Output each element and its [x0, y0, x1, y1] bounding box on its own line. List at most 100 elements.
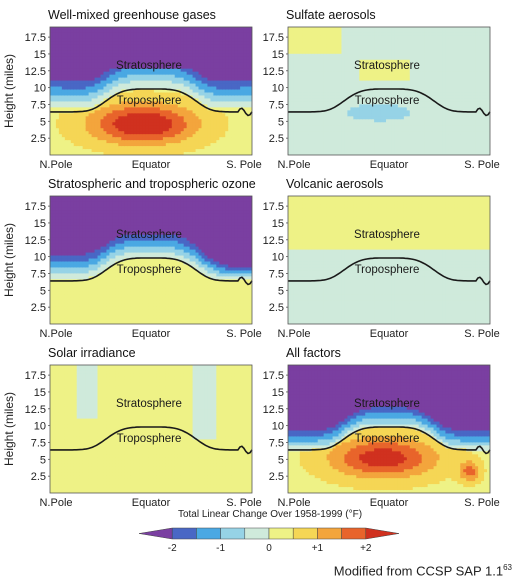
heatmap-cell — [228, 77, 232, 82]
heatmap-cell — [249, 125, 252, 129]
heatmap-cell — [97, 122, 102, 126]
heatmap-cell — [323, 44, 328, 49]
heatmap-cell — [344, 113, 349, 117]
heatmap-cell — [397, 113, 402, 117]
heatmap-cell — [106, 44, 111, 49]
heatmap-cell — [213, 116, 217, 120]
heatmap-cell — [403, 77, 408, 82]
heatmap-cell — [243, 101, 247, 105]
heatmap-cell — [61, 68, 66, 73]
heatmap-cell — [177, 128, 182, 132]
heatmap-cell — [234, 98, 238, 103]
heatmap-cell — [133, 119, 137, 123]
heatmap-cell — [326, 41, 331, 46]
heatmap-cell — [58, 35, 63, 40]
heatmap-cell — [222, 104, 226, 108]
heatmap-cell — [118, 122, 122, 126]
heatmap-cell — [400, 56, 405, 61]
heatmap-cell — [142, 59, 146, 64]
heatmap-cell — [418, 95, 423, 100]
heatmap-cell — [127, 107, 131, 111]
heatmap-cell — [204, 29, 209, 34]
heatmap-cell — [109, 119, 113, 123]
heatmap-cell — [198, 53, 203, 58]
heatmap-cell — [356, 59, 360, 64]
heatmap-cell — [350, 68, 354, 73]
heatmap-cell — [159, 131, 164, 135]
heatmap-cell — [380, 101, 384, 105]
heatmap-cell — [106, 32, 111, 37]
heatmap-cell — [115, 68, 119, 73]
heatmap-cell — [400, 143, 405, 147]
heatmap-cell — [201, 134, 206, 138]
heatmap-cell — [168, 50, 173, 55]
heatmap-cell — [359, 80, 363, 85]
heatmap-cell — [222, 59, 226, 64]
heatmap-cell — [216, 56, 220, 61]
heatmap-cell — [70, 140, 75, 144]
heatmap-cell — [210, 74, 214, 79]
heatmap-cell — [204, 113, 209, 117]
heatmap-cell — [148, 146, 152, 150]
heatmap-cell — [192, 86, 197, 91]
heatmap-cell — [377, 98, 381, 103]
heatmap-cell — [136, 35, 140, 40]
heatmap-cell — [76, 107, 81, 111]
heatmap-cell — [82, 86, 87, 91]
heatmap-cell — [323, 143, 328, 147]
heatmap-cell — [156, 68, 161, 73]
heatmap-cell — [91, 131, 96, 135]
y-tick-label: 10 — [34, 83, 46, 95]
heatmap-cell — [156, 98, 161, 103]
heatmap-cell — [359, 41, 363, 46]
heatmap-cell — [219, 95, 223, 100]
heatmap-cell — [109, 128, 113, 132]
heatmap-cell — [136, 152, 140, 155]
heatmap-cell — [201, 86, 206, 91]
heatmap-cell — [76, 59, 81, 64]
heatmap-cell — [290, 119, 295, 123]
heatmap-cell — [109, 38, 113, 43]
heatmap-cell — [162, 131, 167, 135]
heatmap-cell — [127, 71, 131, 76]
heatmap-cell — [79, 41, 84, 46]
heatmap-cell — [73, 50, 78, 55]
heatmap-cell — [73, 86, 78, 91]
heatmap-cell — [67, 44, 72, 49]
heatmap-cell — [237, 86, 241, 91]
heatmap-cell — [61, 27, 66, 31]
heatmap-cell — [359, 146, 363, 150]
heatmap-cell — [112, 89, 116, 94]
heatmap-cell — [391, 125, 396, 129]
heatmap-cell — [329, 29, 334, 34]
heatmap-cell — [314, 27, 319, 31]
heatmap-cell — [365, 86, 369, 91]
heatmap-cell — [293, 95, 298, 100]
heatmap-cell — [335, 47, 340, 52]
heatmap-cell — [136, 74, 140, 79]
heatmap-cell — [305, 119, 310, 123]
heatmap-cell — [64, 134, 69, 138]
heatmap-cell — [106, 116, 111, 120]
heatmap-cell — [151, 47, 155, 52]
heatmap-cell — [427, 44, 432, 49]
heatmap-cell — [302, 80, 307, 85]
heatmap-cell — [415, 146, 420, 150]
heatmap-cell — [293, 149, 298, 153]
heatmap-cell — [115, 113, 119, 117]
heatmap-cell — [308, 50, 313, 55]
heatmap-cell — [50, 92, 54, 97]
heatmap-cell — [391, 92, 396, 97]
heatmap-cell — [362, 32, 366, 37]
heatmap-cell — [142, 56, 146, 61]
heatmap-cell — [222, 89, 226, 94]
heatmap-cell — [148, 29, 152, 34]
heatmap-cell — [207, 95, 212, 100]
heatmap-cell — [207, 113, 212, 117]
heatmap-cell — [201, 113, 206, 117]
heatmap-cell — [88, 80, 93, 85]
heatmap-cell — [341, 56, 346, 61]
heatmap-cell — [142, 116, 146, 120]
heatmap-cell — [186, 146, 191, 150]
heatmap-cell — [145, 125, 149, 129]
